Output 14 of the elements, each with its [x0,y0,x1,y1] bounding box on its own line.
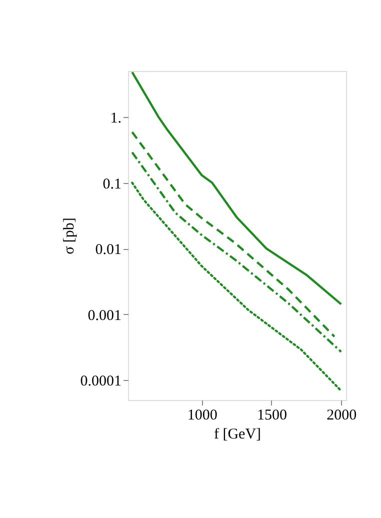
y-tick-label: 0.1 [102,176,122,192]
line-series [131,182,342,392]
y-tick-label: 0.0001 [80,374,122,390]
y-tick-label: 0.001 [88,308,122,324]
x-tick-label: 2000 [326,408,357,424]
y-tick-label: 1. [110,110,122,126]
line-series [131,151,342,353]
x-tick-label: 1500 [256,408,287,424]
line-series [131,71,342,306]
x-tick-label: 1000 [187,408,218,424]
x-axis-title: f [GeV] [214,426,262,442]
y-tick-label: 0.01 [95,242,122,258]
line-series [131,130,336,338]
y-axis-title: σ [pb] [61,218,78,254]
